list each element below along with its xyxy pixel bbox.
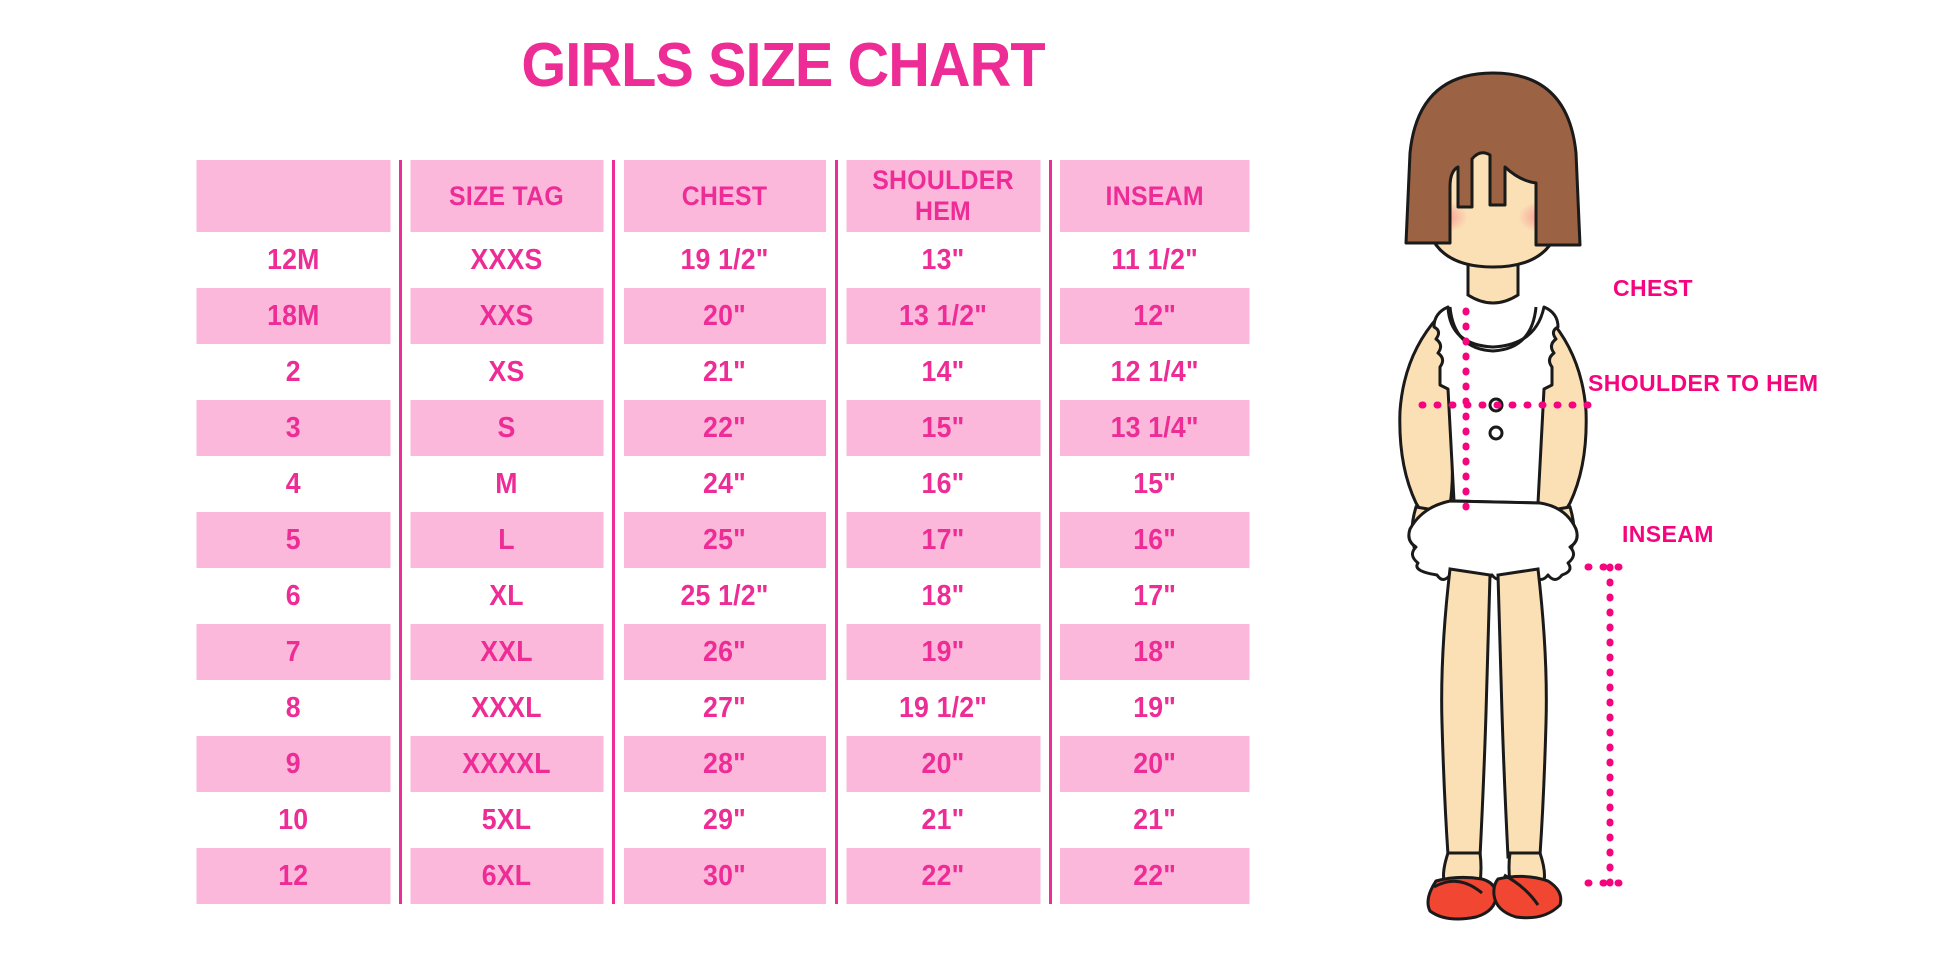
cell-inseam: 11 1/2" [1056,232,1250,288]
table-row: 6 XL 25 1/2" 18" 17" [188,568,1258,624]
cell-inseam: 19" [1056,680,1250,736]
table-body: 12M XXXS 19 1/2" 13" 11 1/2" 18M XXS 20" 13 1/2"… [188,232,1258,904]
cell-size: 12M [196,232,392,288]
cell-size-tag: XXS [407,288,605,344]
label-shoulder-to-hem: SHOULDER TO HEM [1588,370,1819,396]
column-header-size [196,160,392,232]
cell-chest: 25 1/2" [620,568,828,624]
cell-size-tag: XS [407,344,605,400]
cell-chest: 28" [620,736,828,792]
cell-chest: 19 1/2" [620,232,828,288]
leg-right [1496,567,1548,859]
cell-shoulder-hem: 18" [843,568,1042,624]
cell-chest: 29" [620,792,828,848]
cell-size: 18M [196,288,392,344]
size-chart-table-container: SIZE TAG CHEST SHOULDER HEM INSEAM 12M XX… [188,160,1258,904]
table-row: 10 5XL 29" 21" 21" [188,792,1258,848]
page-title: GIRLS SIZE CHART [521,31,1045,100]
cell-chest: 20" [620,288,828,344]
table-row: 12M XXXS 19 1/2" 13" 11 1/2" [188,232,1258,288]
cell-chest: 30" [620,848,828,904]
shoe-strap-left [1433,879,1483,895]
cell-shoulder-hem: 21" [843,792,1042,848]
cell-inseam: 12 1/4" [1056,344,1250,400]
cell-chest: 21" [620,344,828,400]
cell-inseam: 15" [1056,456,1250,512]
button-bottom [1488,425,1504,441]
cell-size-tag: L [407,512,605,568]
table-row: 4 M 24" 16" 15" [188,456,1258,512]
table-header-row: SIZE TAG CHEST SHOULDER HEM INSEAM [188,160,1258,232]
cell-size-tag: XXXS [407,232,605,288]
cell-size: 9 [196,736,392,792]
cell-size: 3 [196,400,392,456]
cell-chest: 27" [620,680,828,736]
column-header-inseam: INSEAM [1056,160,1250,232]
skirt-garment [1407,499,1579,581]
size-chart-table: SIZE TAG CHEST SHOULDER HEM INSEAM 12M XX… [188,160,1258,904]
cell-size-tag: XXXXL [407,736,605,792]
cell-inseam: 21" [1056,792,1250,848]
cell-chest: 24" [620,456,828,512]
table-row: 9 XXXXL 28" 20" 20" [188,736,1258,792]
table-header: SIZE TAG CHEST SHOULDER HEM INSEAM [188,160,1258,232]
shoe-right [1492,874,1563,920]
cell-inseam: 17" [1056,568,1250,624]
cell-size: 6 [196,568,392,624]
cell-size-tag: S [407,400,605,456]
table-row: 18M XXS 20" 13 1/2" 12" [188,288,1258,344]
cell-chest: 22" [620,400,828,456]
label-chest: CHEST [1613,275,1693,301]
cell-shoulder-hem: 15" [843,400,1042,456]
cell-inseam: 13 1/4" [1056,400,1250,456]
table-row: 3 S 22" 15" 13 1/4" [188,400,1258,456]
leg-left [1440,567,1492,859]
cell-chest: 26" [620,624,828,680]
cell-shoulder-hem: 20" [843,736,1042,792]
cell-shoulder-hem: 17" [843,512,1042,568]
cell-shoulder-hem: 13" [843,232,1042,288]
cell-size: 8 [196,680,392,736]
table-row: 8 XXXL 27" 19 1/2" 19" [188,680,1258,736]
cell-shoulder-hem: 13 1/2" [843,288,1042,344]
shoe-left [1426,875,1498,921]
column-header-chest: CHEST [620,160,828,232]
cell-inseam: 16" [1056,512,1250,568]
table-row: 5 L 25" 17" 16" [188,512,1258,568]
cell-size-tag: M [407,456,605,512]
cell-size: 7 [196,624,392,680]
cell-size: 12 [196,848,392,904]
cell-size-tag: 5XL [407,792,605,848]
cell-size-tag: XXL [407,624,605,680]
cell-shoulder-hem: 19 1/2" [843,680,1042,736]
cell-shoulder-hem: 19" [843,624,1042,680]
girl-illustration [1330,55,1730,935]
cell-size: 2 [196,344,392,400]
neckline [1448,306,1538,353]
cell-inseam: 20" [1056,736,1250,792]
table-row: 7 XXL 26" 19" 18" [188,624,1258,680]
hair-shape [1404,71,1582,247]
column-header-shoulder-hem: SHOULDER HEM [843,160,1042,232]
table-row: 12 6XL 30" 22" 22" [188,848,1258,904]
cell-size-tag: 6XL [407,848,605,904]
cell-shoulder-hem: 22" [843,848,1042,904]
cell-size: 5 [196,512,392,568]
cell-size-tag: XXXL [407,680,605,736]
cell-size-tag: XL [407,568,605,624]
cell-inseam: 22" [1056,848,1250,904]
cell-chest: 25" [620,512,828,568]
shoe-strap-right [1503,873,1540,906]
cell-size: 10 [196,792,392,848]
cell-shoulder-hem: 16" [843,456,1042,512]
cell-inseam: 18" [1056,624,1250,680]
cell-size: 4 [196,456,392,512]
cell-inseam: 12" [1056,288,1250,344]
cell-shoulder-hem: 14" [843,344,1042,400]
column-header-size-tag: SIZE TAG [407,160,605,232]
table-row: 2 XS 21" 14" 12 1/4" [188,344,1258,400]
label-inseam: INSEAM [1622,521,1714,547]
